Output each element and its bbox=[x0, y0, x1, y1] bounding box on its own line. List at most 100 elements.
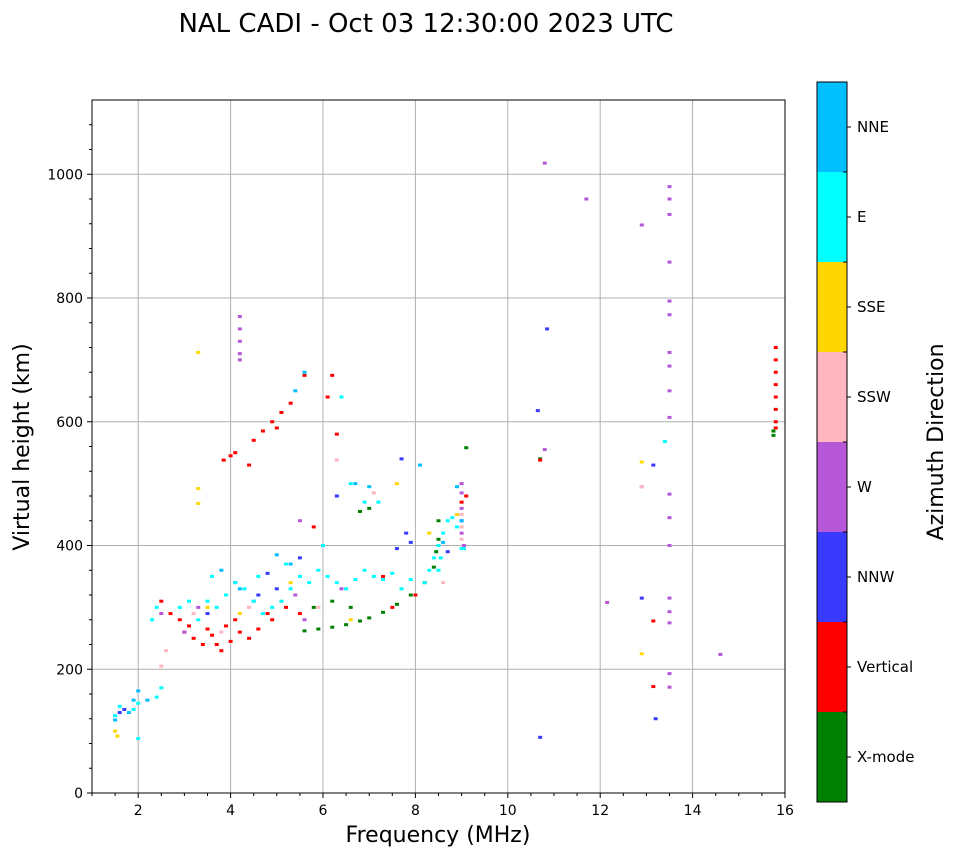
data-point bbox=[219, 630, 224, 634]
data-point bbox=[651, 685, 656, 689]
data-point bbox=[535, 409, 540, 413]
data-point bbox=[223, 624, 228, 628]
colorbar-swatch bbox=[817, 262, 847, 352]
data-point bbox=[367, 485, 372, 489]
data-point bbox=[459, 482, 464, 486]
data-point bbox=[251, 438, 256, 442]
data-point bbox=[205, 627, 210, 631]
data-point bbox=[237, 327, 242, 331]
series-vertical bbox=[159, 346, 778, 689]
colorbar-tick-label: SSE bbox=[857, 298, 886, 316]
colorbar-tick-label: Vertical bbox=[857, 658, 913, 676]
data-point bbox=[390, 605, 395, 609]
data-point bbox=[436, 537, 441, 541]
data-point bbox=[651, 619, 656, 623]
data-point bbox=[237, 587, 242, 591]
data-point bbox=[256, 574, 261, 578]
data-point bbox=[459, 500, 464, 504]
data-point bbox=[427, 531, 432, 535]
data-point bbox=[270, 420, 275, 424]
series-ssw bbox=[159, 458, 644, 668]
data-point bbox=[438, 556, 443, 560]
data-point bbox=[131, 698, 136, 702]
data-point bbox=[639, 223, 644, 227]
data-point bbox=[288, 401, 293, 405]
data-point bbox=[126, 711, 131, 715]
data-point bbox=[459, 506, 464, 510]
data-point bbox=[311, 525, 316, 529]
data-point bbox=[302, 618, 307, 622]
data-point bbox=[251, 599, 256, 603]
data-point bbox=[584, 197, 589, 201]
data-point bbox=[418, 463, 423, 467]
data-point bbox=[427, 568, 432, 572]
data-point bbox=[150, 618, 155, 622]
data-point bbox=[237, 612, 242, 616]
data-point bbox=[667, 350, 672, 354]
data-point bbox=[113, 729, 118, 733]
data-point bbox=[302, 370, 307, 374]
data-point bbox=[265, 612, 270, 616]
data-point bbox=[325, 395, 330, 399]
data-point bbox=[270, 605, 275, 609]
data-point bbox=[399, 457, 404, 461]
data-point bbox=[441, 540, 446, 544]
y-tick-label: 1000 bbox=[47, 167, 83, 183]
data-point bbox=[274, 587, 279, 591]
data-point bbox=[297, 574, 302, 578]
data-point bbox=[667, 185, 672, 189]
y-tick-label: 600 bbox=[56, 415, 83, 431]
data-point bbox=[154, 605, 159, 609]
data-point bbox=[316, 627, 321, 631]
data-point bbox=[773, 407, 778, 411]
data-point bbox=[381, 574, 386, 578]
data-point bbox=[117, 704, 122, 708]
data-point bbox=[413, 593, 418, 597]
data-point bbox=[196, 618, 201, 622]
data-point bbox=[284, 562, 289, 566]
data-point bbox=[651, 463, 656, 467]
data-point bbox=[334, 432, 339, 436]
data-point bbox=[459, 547, 464, 551]
data-point bbox=[357, 509, 362, 513]
data-point bbox=[219, 568, 224, 572]
data-point bbox=[639, 460, 644, 464]
data-point bbox=[210, 633, 215, 637]
data-point bbox=[667, 415, 672, 419]
data-point bbox=[667, 596, 672, 600]
y-tick-label: 0 bbox=[74, 786, 83, 802]
data-point bbox=[773, 370, 778, 374]
x-tick-label: 6 bbox=[319, 803, 328, 819]
colorbar-swatch bbox=[817, 172, 847, 262]
series-x-mode bbox=[302, 429, 776, 633]
data-point bbox=[265, 571, 270, 575]
data-point bbox=[293, 593, 298, 597]
data-point bbox=[381, 610, 386, 614]
data-point bbox=[773, 420, 778, 424]
data-point bbox=[399, 587, 404, 591]
data-point bbox=[131, 707, 136, 711]
data-point bbox=[408, 578, 413, 582]
data-point bbox=[445, 519, 450, 523]
plot-frame bbox=[91, 99, 786, 794]
data-point bbox=[196, 605, 201, 609]
data-point bbox=[773, 383, 778, 387]
data-point bbox=[344, 587, 349, 591]
data-point bbox=[404, 531, 409, 535]
data-point bbox=[210, 574, 215, 578]
data-point bbox=[667, 364, 672, 368]
data-point bbox=[357, 619, 362, 623]
x-tick-label: 10 bbox=[499, 803, 517, 819]
data-point bbox=[348, 482, 353, 486]
data-point bbox=[330, 599, 335, 603]
data-point bbox=[545, 327, 550, 331]
data-point bbox=[367, 506, 372, 510]
data-point bbox=[771, 429, 776, 433]
data-point bbox=[237, 339, 242, 343]
data-point bbox=[228, 639, 233, 643]
data-point bbox=[334, 458, 339, 462]
data-point bbox=[163, 649, 168, 653]
data-point bbox=[394, 482, 399, 486]
data-point bbox=[773, 346, 778, 349]
data-point bbox=[242, 587, 247, 591]
